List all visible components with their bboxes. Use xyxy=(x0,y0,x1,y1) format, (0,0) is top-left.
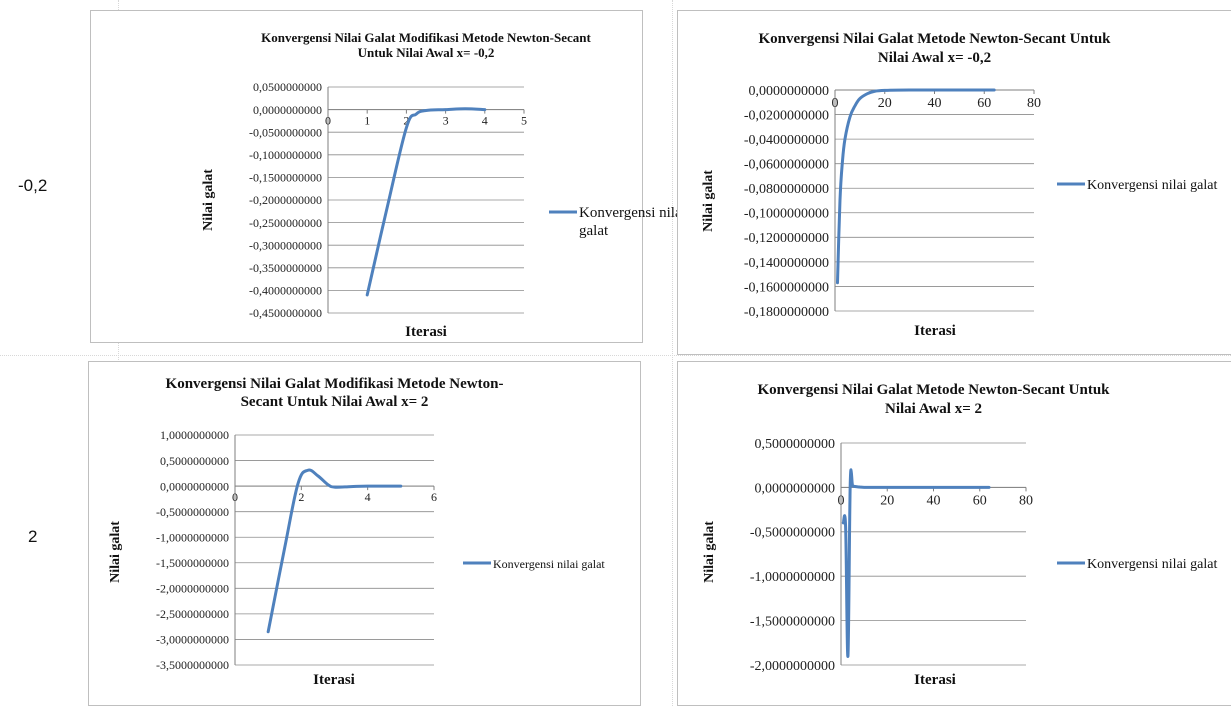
x-axis-title: Iterasi xyxy=(914,672,956,688)
y-axis-title: Nilai galat xyxy=(108,521,123,583)
y-tick-label: -0,2000000000 xyxy=(249,193,322,207)
y-tick-label: -0,1800000000 xyxy=(744,305,829,320)
x-tick-label: 5 xyxy=(521,114,527,128)
y-tick-label: -0,0200000000 xyxy=(744,108,829,123)
y-tick-label: -2,5000000000 xyxy=(156,607,229,621)
x-tick-label: 80 xyxy=(1027,96,1041,111)
x-tick-label: 20 xyxy=(878,96,892,111)
y-tick-label: -0,4500000000 xyxy=(249,306,322,320)
x-tick-label: 0 xyxy=(832,96,839,111)
y-tick-label: -0,3000000000 xyxy=(249,238,322,252)
y-tick-label: 0,5000000000 xyxy=(755,437,836,452)
series-line xyxy=(843,470,989,657)
y-axis-title: Nilai galat xyxy=(702,521,717,583)
x-tick-label: 20 xyxy=(880,493,894,508)
chart-panel-standard-neg02: Konvergensi Nilai Galat Metode Newton-Se… xyxy=(677,10,1231,355)
x-tick-label: 0 xyxy=(838,493,845,508)
chart-title-line: Konvergensi Nilai Galat Modifikasi Metod… xyxy=(261,30,591,45)
y-axis-title: Nilai galat xyxy=(701,170,716,232)
y-tick-label: -0,5000000000 xyxy=(750,526,835,541)
chart-title-line: Nilai Awal x= 2 xyxy=(885,401,982,417)
y-tick-label: 0,0000000000 xyxy=(749,84,830,99)
chart-title-line: Untuk Nilai Awal x= -0,2 xyxy=(358,45,495,60)
y-tick-label: -3,5000000000 xyxy=(156,658,229,672)
y-tick-label: -0,0800000000 xyxy=(744,182,829,197)
legend-label: Konvergensi nilai galat xyxy=(1087,557,1217,572)
y-tick-label: -0,1200000000 xyxy=(744,231,829,246)
row-label-initial-neg02: -0,2 xyxy=(18,176,47,196)
y-tick-label: -0,1600000000 xyxy=(744,280,829,295)
legend-label: Konvergensi nilai galat xyxy=(1087,178,1217,193)
chart-title-line: Nilai Awal x= -0,2 xyxy=(878,50,991,66)
x-tick-label: 80 xyxy=(1019,493,1033,508)
y-tick-label: -0,1500000000 xyxy=(249,171,322,185)
x-tick-label: 3 xyxy=(443,114,449,128)
y-tick-label: 0,0000000000 xyxy=(755,481,836,496)
series-line xyxy=(268,470,401,632)
y-tick-label: 1,0000000000 xyxy=(160,428,229,442)
y-tick-label: -1,0000000000 xyxy=(156,530,229,544)
x-tick-label: 4 xyxy=(365,490,371,504)
y-tick-label: -2,0000000000 xyxy=(156,582,229,596)
chart-svg: Konvergensi Nilai Galat Metode Newton-Se… xyxy=(678,11,1231,356)
series-line xyxy=(837,90,994,283)
x-tick-label: 6 xyxy=(431,490,437,504)
row-label-initial-2: 2 xyxy=(28,527,37,547)
y-tick-label: 0,5000000000 xyxy=(160,454,229,468)
y-tick-label: -0,1000000000 xyxy=(249,148,322,162)
x-tick-label: 60 xyxy=(973,493,987,508)
y-tick-label: 0,0500000000 xyxy=(253,80,322,94)
chart-svg: Konvergensi Nilai Galat Modifikasi Metod… xyxy=(89,362,642,707)
chart-panel-standard-2: Konvergensi Nilai Galat Metode Newton-Se… xyxy=(677,361,1231,706)
y-tick-label: -1,5000000000 xyxy=(156,556,229,570)
x-tick-label: 0 xyxy=(232,490,238,504)
x-axis-title: Iterasi xyxy=(405,324,447,340)
series-line xyxy=(367,109,485,295)
chart-panel-modified-2: Konvergensi Nilai Galat Modifikasi Metod… xyxy=(88,361,641,706)
y-tick-label: -0,4000000000 xyxy=(249,284,322,298)
y-tick-label: -2,0000000000 xyxy=(750,659,835,674)
legend-label: Konvergensi nilai galat xyxy=(493,557,605,571)
x-axis-title: Iterasi xyxy=(313,672,355,688)
chart-panel-modified-neg02: Konvergensi Nilai Galat Modifikasi Metod… xyxy=(90,10,643,343)
x-tick-label: 0 xyxy=(325,114,331,128)
chart-title-line: Konvergensi Nilai Galat Modifikasi Metod… xyxy=(166,376,504,392)
chart-title-line: Konvergensi Nilai Galat Metode Newton-Se… xyxy=(758,31,1111,47)
y-tick-label: -0,0500000000 xyxy=(249,125,322,139)
y-tick-label: -0,0600000000 xyxy=(744,158,829,173)
y-tick-label: -0,2500000000 xyxy=(249,216,322,230)
y-tick-label: 0,0000000000 xyxy=(253,103,322,117)
chart-title-line: Konvergensi Nilai Galat Metode Newton-Se… xyxy=(757,382,1110,398)
y-tick-label: -1,0000000000 xyxy=(750,570,835,585)
y-tick-label: -3,0000000000 xyxy=(156,633,229,647)
y-tick-label: -0,5000000000 xyxy=(156,505,229,519)
x-tick-label: 2 xyxy=(298,490,304,504)
chart-svg: Konvergensi Nilai Galat Metode Newton-Se… xyxy=(678,362,1231,707)
y-axis-title: Nilai galat xyxy=(201,169,216,231)
y-tick-label: -1,5000000000 xyxy=(750,615,835,630)
y-tick-label: -0,1400000000 xyxy=(744,256,829,271)
x-axis-title: Iterasi xyxy=(914,323,956,339)
y-tick-label: 0,0000000000 xyxy=(160,479,229,493)
chart-svg: Konvergensi Nilai Galat Modifikasi Metod… xyxy=(91,11,644,344)
x-tick-label: 1 xyxy=(364,114,370,128)
x-tick-label: 4 xyxy=(482,114,488,128)
chart-title-line: Secant Untuk Nilai Awal x= 2 xyxy=(241,394,429,410)
x-tick-label: 40 xyxy=(927,493,941,508)
x-tick-label: 40 xyxy=(928,96,942,111)
y-tick-label: -0,0400000000 xyxy=(744,133,829,148)
y-tick-label: -0,1000000000 xyxy=(744,207,829,222)
y-tick-label: -0,3500000000 xyxy=(249,261,322,275)
x-tick-label: 60 xyxy=(977,96,991,111)
